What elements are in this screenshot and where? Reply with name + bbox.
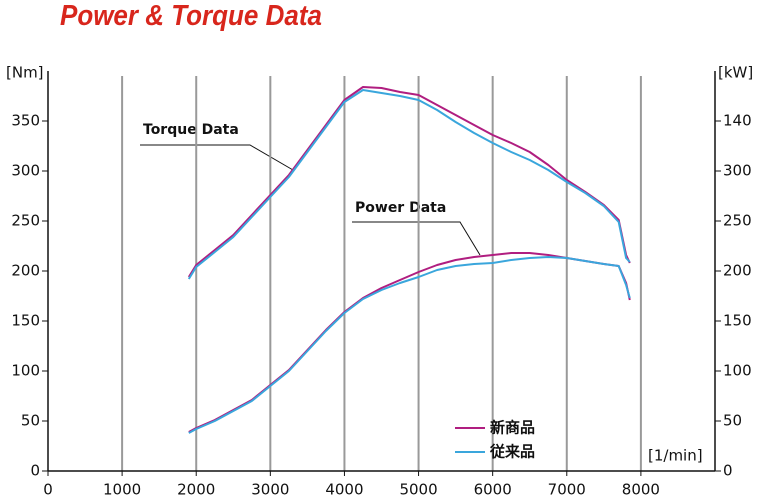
y2-tick-label: 100 xyxy=(723,362,752,380)
chart-title: Power & Torque Data xyxy=(60,0,322,31)
y-tick-label: 250 xyxy=(11,212,40,230)
series-line xyxy=(188,256,631,434)
y-tick-label: 350 xyxy=(11,112,40,130)
x-tick-label: 3000 xyxy=(251,481,289,497)
y2-tick-label: 0 xyxy=(723,462,733,480)
x-tick-label: 8000 xyxy=(622,481,660,497)
leader-line xyxy=(352,221,481,256)
series-line xyxy=(187,86,631,278)
y2-tick-label: 140 xyxy=(723,112,752,130)
x-tick-label: 4000 xyxy=(325,481,363,497)
x-tick-label: 0 xyxy=(43,481,53,497)
leader-line xyxy=(140,144,294,171)
x-tick-label: 5000 xyxy=(399,481,437,497)
x-tick-label: 2000 xyxy=(177,481,215,497)
legend-label: 従来品 xyxy=(489,443,535,461)
legend-label: 新商品 xyxy=(490,419,535,437)
y-tick-label: 300 xyxy=(11,162,40,180)
y2-tick-label: 250 xyxy=(723,212,752,230)
x-axis-label: [1/min] xyxy=(648,447,703,465)
y2-axis-label: [kW] xyxy=(718,64,753,82)
y2-tick-label: 150 xyxy=(723,312,752,330)
x-tick-label: 6000 xyxy=(474,481,512,497)
y2-tick-label: 200 xyxy=(723,262,752,280)
y-axis-label: [Nm] xyxy=(6,64,44,82)
y-tick-label: 200 xyxy=(11,262,40,280)
y2-tick-label: 50 xyxy=(723,412,742,430)
x-tick-label: 7000 xyxy=(548,481,586,497)
y-tick-label: 150 xyxy=(11,312,40,330)
y2-tick-label: 300 xyxy=(723,162,752,180)
y-tick-label: 100 xyxy=(11,362,40,380)
annotation: Torque Data xyxy=(143,122,239,138)
series-line xyxy=(187,89,631,280)
y-tick-label: 50 xyxy=(21,412,40,430)
annotation: Power Data xyxy=(355,200,446,216)
y-tick-label: 0 xyxy=(30,462,40,480)
x-tick-label: 1000 xyxy=(103,481,141,497)
